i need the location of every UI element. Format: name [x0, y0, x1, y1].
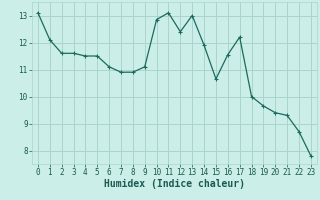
X-axis label: Humidex (Indice chaleur): Humidex (Indice chaleur): [104, 179, 245, 189]
